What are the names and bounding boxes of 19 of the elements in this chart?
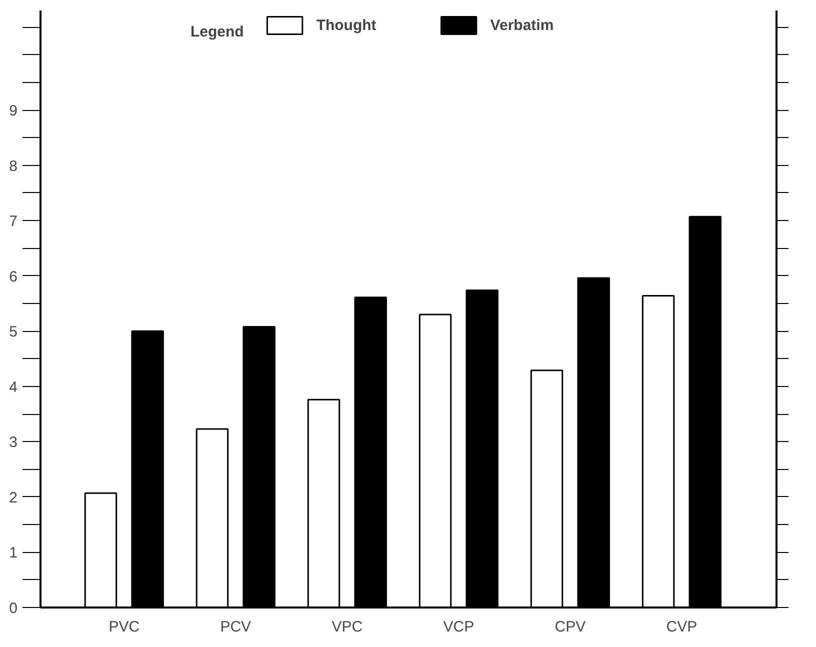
y-tick-label: 5 <box>9 324 18 341</box>
y-tick-label: 6 <box>9 268 18 286</box>
x-tick-label: CPV <box>554 618 586 636</box>
y-tick-label: 3 <box>9 434 18 452</box>
x-tick-label: VCP <box>443 618 474 636</box>
legend-label: Thought <box>316 16 376 36</box>
x-tick-label: PCV <box>220 618 252 636</box>
x-tick-label: CVP <box>666 618 698 636</box>
y-tick-label: 2 <box>9 489 18 506</box>
y-tick-label: 7 <box>9 213 18 230</box>
y-tick-label: 9 <box>9 102 18 120</box>
legend-title: Legend <box>190 24 244 40</box>
y-tick-label: 0 <box>9 600 18 617</box>
y-tick-label: 8 <box>9 158 18 175</box>
y-tick-label: 4 <box>9 378 18 396</box>
y-tick-label: 1 <box>9 544 18 562</box>
x-tick-label: PVC <box>108 618 140 636</box>
x-tick-label: VPC <box>332 618 363 636</box>
legend-label: Verbatim <box>490 16 554 36</box>
